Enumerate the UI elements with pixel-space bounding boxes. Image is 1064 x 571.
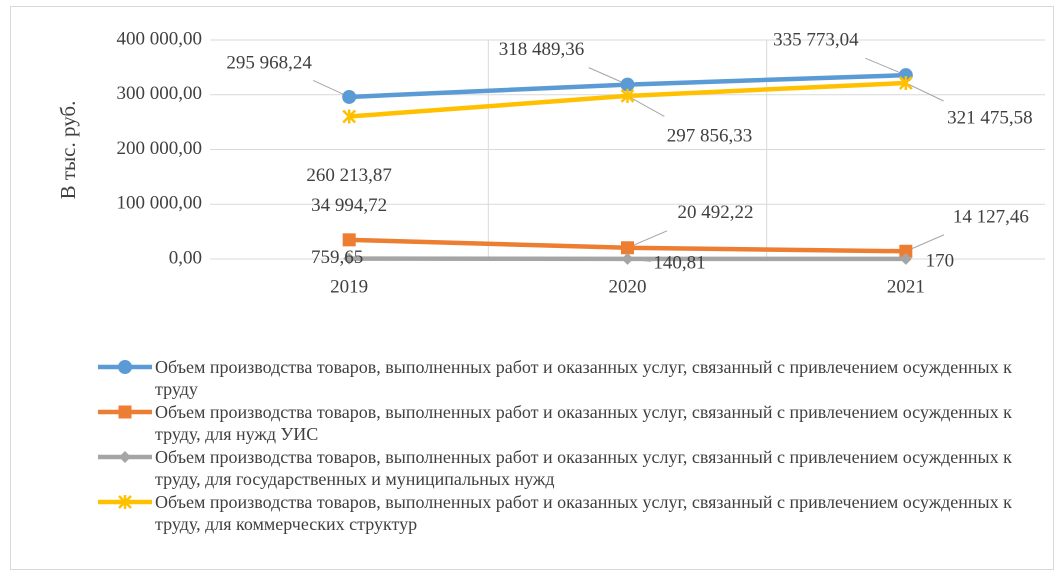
legend-entry: Объем производства товаров, выполненных …	[155, 447, 1012, 489]
legend-entry: Объем производства товаров, выполненных …	[155, 357, 1012, 399]
leader-line	[588, 67, 628, 86]
data-label: 759,65	[311, 247, 363, 268]
y-tick-label: 200 000,00	[117, 138, 203, 159]
point-marker	[342, 109, 357, 124]
y-tick-label: 100 000,00	[117, 193, 203, 214]
y-tick-label: 400 000,00	[117, 28, 203, 49]
data-label: 335 773,04	[773, 30, 859, 51]
data-label: 140,81	[653, 252, 705, 273]
point-marker	[621, 241, 634, 255]
data-label: 295 968,24	[226, 52, 312, 73]
chart-border	[10, 6, 1054, 570]
legend-marker	[118, 360, 132, 374]
point-marker	[343, 252, 356, 265]
legend: Объем производства товаров, выполненных …	[155, 356, 1015, 536]
legend-marker	[118, 405, 132, 419]
y-axis-label: В тыс. руб.	[56, 101, 80, 200]
point-marker	[899, 244, 913, 258]
point-marker	[621, 252, 634, 265]
leader-line	[627, 95, 665, 117]
leader-line	[865, 57, 907, 76]
leader-line	[905, 82, 944, 102]
data-label: 318 489,36	[499, 39, 585, 60]
data-label: 321 475,58	[947, 107, 1033, 128]
leader-line	[627, 230, 668, 249]
x-tick-label: 2019	[330, 276, 368, 297]
data-label: 34 994,72	[311, 195, 387, 216]
legend-entry: Объем производства товаров, выполненных …	[155, 492, 1012, 534]
data-label: 297 856,33	[667, 125, 753, 146]
point-marker	[899, 252, 912, 265]
point-marker	[620, 77, 635, 92]
data-label: 260 213,87	[306, 165, 392, 186]
point-marker	[342, 233, 356, 247]
legend-entry: Объем производства товаров, выполненных …	[155, 402, 1012, 444]
y-tick-label: 300 000,00	[117, 83, 203, 104]
data-label: 170	[926, 250, 955, 271]
legend-marker	[119, 451, 131, 463]
point-marker	[620, 88, 635, 103]
point-marker	[342, 89, 357, 104]
data-label: 14 127,46	[953, 207, 1029, 228]
y-tick-label: 0,00	[169, 247, 202, 268]
x-tick-label: 2021	[887, 276, 925, 297]
x-tick-label: 2020	[609, 276, 647, 297]
point-marker	[898, 75, 913, 90]
data-label: 20 492,22	[678, 202, 754, 223]
legend-marker	[118, 495, 132, 509]
